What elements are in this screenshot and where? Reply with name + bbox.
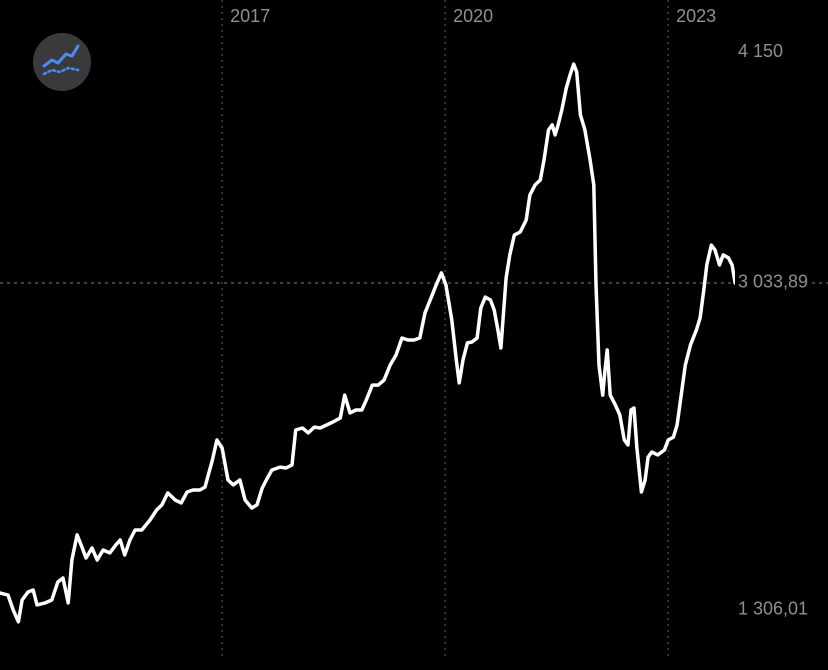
y-tick-label: 4 150 xyxy=(738,41,783,61)
chart-type-button[interactable] xyxy=(33,33,91,91)
y-tick-label: 1 306,01 xyxy=(738,599,808,619)
icon-dotted xyxy=(42,66,80,76)
x-tick-label: 2017 xyxy=(230,6,270,26)
button-circle xyxy=(33,33,91,91)
last-price-label-bg xyxy=(735,271,812,292)
last-price-label: 3 033,89 xyxy=(738,272,808,292)
x-tick-label: 2020 xyxy=(453,6,493,26)
x-tick-label: 2023 xyxy=(676,6,716,26)
icon-line xyxy=(42,44,80,68)
price-line xyxy=(0,62,737,624)
